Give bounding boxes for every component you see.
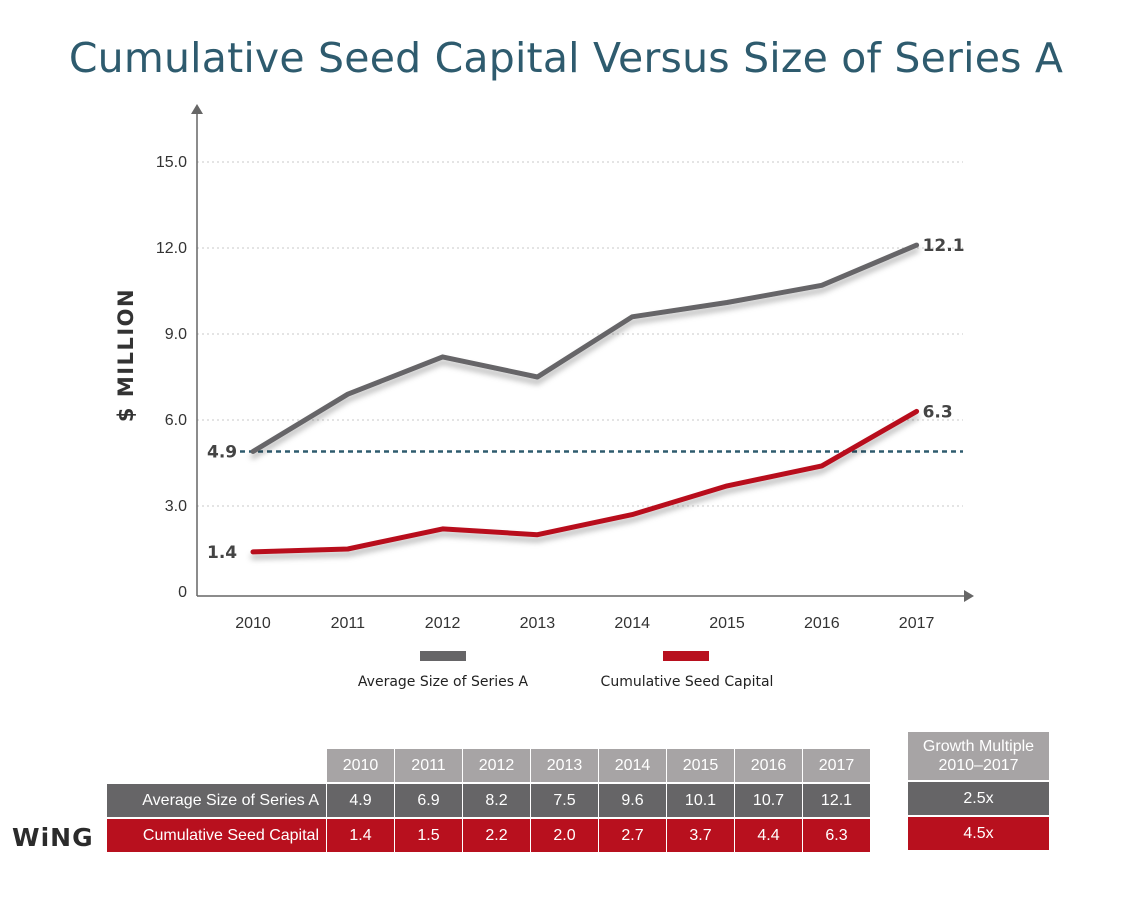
- table-year-header: 2010: [327, 749, 395, 784]
- x-tick-label: 2012: [425, 615, 461, 632]
- y-tick-label: 12.0: [156, 240, 187, 257]
- table-cell: 6.3: [803, 819, 871, 854]
- growth-header-line1: Growth Multiple: [922, 738, 1035, 755]
- legend-label: Cumulative Seed Capital: [601, 674, 774, 690]
- series-lines: [250, 242, 920, 555]
- legend-swatch: [420, 651, 466, 661]
- table-cell: 1.5: [395, 819, 463, 854]
- table-year-header: 2015: [667, 749, 735, 784]
- data-label: 6.3: [923, 402, 953, 422]
- growth-series-a: 2.5x: [908, 782, 1049, 817]
- y-axis-arrow: [191, 104, 203, 114]
- data-label: 1.4: [207, 543, 237, 563]
- chart-title: Cumulative Seed Capital Versus Size of S…: [68, 34, 1064, 82]
- x-tick-label: 2010: [235, 615, 271, 632]
- line-chart: 03.06.09.012.015.0 2010 2011 2012 2013 2014 2…: [114, 104, 974, 690]
- y-axis-label: $ MILLION: [114, 288, 138, 422]
- table-cell: 8.2: [463, 784, 531, 819]
- growth-multiple-header: Growth Multiple 2010–2017: [908, 732, 1049, 782]
- x-tick-label: 2015: [709, 615, 745, 632]
- table-cell: 3.7: [667, 819, 735, 854]
- table-corner: [107, 749, 327, 784]
- table-row-label: Average Size of Series A: [107, 784, 327, 819]
- table-cell: 2.7: [599, 819, 667, 854]
- growth-header-line2: 2010–2017: [938, 757, 1019, 774]
- legend: Average Size of Series A Cumulative Seed …: [358, 651, 774, 690]
- table-row: Average Size of Series A 4.9 6.9 8.2 7.5 9.6 1…: [107, 784, 871, 819]
- y-tick-label: 6.0: [165, 412, 187, 429]
- table-cell: 4.9: [327, 784, 395, 819]
- table-cell: 7.5: [531, 784, 599, 819]
- x-tick-label: 2011: [331, 615, 366, 632]
- data-labels: 4.9 1.4 12.1 6.3: [207, 236, 965, 563]
- data-table: 2010 2011 2012 2013 2014 2015 2016 2017 Average …: [107, 749, 871, 854]
- table-cell: 10.1: [667, 784, 735, 819]
- table-cell: 2.0: [531, 819, 599, 854]
- x-axis-arrow: [964, 590, 974, 602]
- table-row: Cumulative Seed Capital 1.4 1.5 2.2 2.0 2.7 3.…: [107, 819, 871, 854]
- x-tick-labels: 2010 2011 2012 2013 2014 2015 2016 2017: [235, 615, 934, 632]
- table-cell: 12.1: [803, 784, 871, 819]
- table-year-header: 2012: [463, 749, 531, 784]
- y-tick-label: 0: [178, 584, 187, 601]
- y-tick-label: 3.0: [165, 498, 187, 515]
- table-cell: 2.2: [463, 819, 531, 854]
- x-tick-label: 2013: [520, 615, 556, 632]
- table-year-header: 2014: [599, 749, 667, 784]
- table-cell: 10.7: [735, 784, 803, 819]
- table-row-label: Cumulative Seed Capital: [107, 819, 327, 854]
- y-tick-label: 9.0: [165, 326, 187, 343]
- legend-swatch: [663, 651, 709, 661]
- axes: [191, 104, 974, 602]
- seed-capital-line: [250, 408, 920, 555]
- table-cell: 9.6: [599, 784, 667, 819]
- table-cell: 1.4: [327, 819, 395, 854]
- y-tick-label: 15.0: [156, 154, 187, 171]
- table-year-header: 2016: [735, 749, 803, 784]
- data-label: 4.9: [207, 443, 237, 463]
- gridlines: [197, 161, 963, 507]
- wing-logo: WiNG: [12, 823, 94, 852]
- table-cell: 4.4: [735, 819, 803, 854]
- table-year-header: 2013: [531, 749, 599, 784]
- growth-seed: 4.5x: [908, 817, 1049, 852]
- x-tick-label: 2014: [614, 615, 650, 632]
- x-tick-label: 2016: [804, 615, 840, 632]
- x-tick-label: 2017: [899, 615, 935, 632]
- table-year-header: 2011: [395, 749, 463, 784]
- growth-multiple-table: Growth Multiple 2010–2017 2.5x 4.5x: [908, 732, 1049, 852]
- series-a-line: [250, 242, 920, 454]
- data-label: 12.1: [923, 236, 965, 256]
- table-cell: 6.9: [395, 784, 463, 819]
- legend-label: Average Size of Series A: [358, 674, 529, 690]
- table-year-header: 2017: [803, 749, 871, 784]
- y-tick-labels: 0 3.0 6.0 9.0 12.0 15.0: [156, 154, 187, 601]
